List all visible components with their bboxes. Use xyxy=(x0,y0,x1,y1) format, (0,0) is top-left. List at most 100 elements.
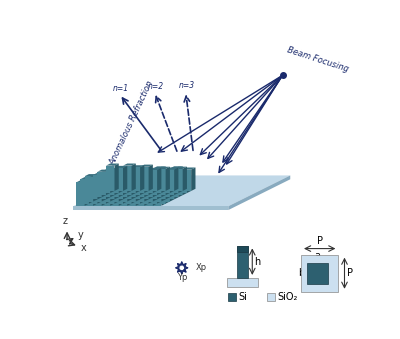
Polygon shape xyxy=(98,175,102,199)
Polygon shape xyxy=(157,177,170,179)
Polygon shape xyxy=(183,167,187,191)
Polygon shape xyxy=(144,171,148,197)
Polygon shape xyxy=(148,168,161,170)
Polygon shape xyxy=(161,181,166,206)
Polygon shape xyxy=(161,170,174,172)
Polygon shape xyxy=(148,170,157,191)
Polygon shape xyxy=(153,178,161,201)
Polygon shape xyxy=(119,174,132,176)
Polygon shape xyxy=(178,170,191,172)
Polygon shape xyxy=(93,173,106,175)
Polygon shape xyxy=(153,181,166,183)
Polygon shape xyxy=(183,167,196,170)
Polygon shape xyxy=(153,183,161,206)
Polygon shape xyxy=(123,179,132,199)
Polygon shape xyxy=(119,180,132,182)
Polygon shape xyxy=(144,178,148,201)
Polygon shape xyxy=(102,179,110,201)
Polygon shape xyxy=(157,168,161,191)
Polygon shape xyxy=(73,206,228,210)
Polygon shape xyxy=(123,172,136,174)
Polygon shape xyxy=(174,173,183,195)
Polygon shape xyxy=(110,172,114,197)
Polygon shape xyxy=(140,176,148,199)
Polygon shape xyxy=(80,179,89,204)
Polygon shape xyxy=(110,170,114,193)
Text: Yp: Yp xyxy=(176,274,187,282)
Text: P: P xyxy=(317,236,323,246)
Polygon shape xyxy=(148,174,161,176)
Bar xyxy=(237,245,248,278)
Polygon shape xyxy=(119,175,123,201)
Polygon shape xyxy=(170,173,183,175)
Text: SiO₂: SiO₂ xyxy=(277,292,298,302)
Polygon shape xyxy=(110,171,123,173)
Polygon shape xyxy=(123,180,136,182)
Text: n=3: n=3 xyxy=(178,81,194,90)
Polygon shape xyxy=(93,174,98,201)
Polygon shape xyxy=(106,178,110,204)
Text: h: h xyxy=(254,257,261,267)
Polygon shape xyxy=(93,180,106,182)
Polygon shape xyxy=(110,177,114,201)
Polygon shape xyxy=(89,177,98,199)
Polygon shape xyxy=(85,176,93,201)
Polygon shape xyxy=(144,174,157,176)
Polygon shape xyxy=(153,166,166,168)
Polygon shape xyxy=(102,180,114,182)
Bar xyxy=(301,255,338,292)
Polygon shape xyxy=(106,166,114,191)
Polygon shape xyxy=(127,183,136,206)
Polygon shape xyxy=(166,167,178,170)
Polygon shape xyxy=(136,180,144,201)
Polygon shape xyxy=(106,179,114,204)
Polygon shape xyxy=(85,182,93,206)
Polygon shape xyxy=(140,165,153,167)
Polygon shape xyxy=(153,168,161,193)
Polygon shape xyxy=(140,174,148,195)
Polygon shape xyxy=(157,171,170,173)
Polygon shape xyxy=(157,169,161,195)
Polygon shape xyxy=(144,169,148,193)
Polygon shape xyxy=(140,171,144,195)
Polygon shape xyxy=(178,166,183,193)
Polygon shape xyxy=(136,171,148,173)
Polygon shape xyxy=(106,170,110,195)
Polygon shape xyxy=(93,175,106,177)
Polygon shape xyxy=(127,172,136,193)
Polygon shape xyxy=(183,171,187,195)
Polygon shape xyxy=(144,178,157,180)
Polygon shape xyxy=(114,166,127,168)
Polygon shape xyxy=(170,175,178,197)
Polygon shape xyxy=(106,172,114,195)
Polygon shape xyxy=(136,169,148,171)
Polygon shape xyxy=(140,181,144,204)
Polygon shape xyxy=(178,172,187,193)
Polygon shape xyxy=(110,175,123,177)
Polygon shape xyxy=(102,175,106,201)
Polygon shape xyxy=(106,174,119,177)
Polygon shape xyxy=(157,174,161,199)
Polygon shape xyxy=(132,180,136,204)
Polygon shape xyxy=(102,172,114,175)
Polygon shape xyxy=(119,167,132,169)
Polygon shape xyxy=(161,166,166,193)
Polygon shape xyxy=(110,183,119,206)
Polygon shape xyxy=(144,179,148,206)
Polygon shape xyxy=(174,173,178,199)
Polygon shape xyxy=(166,170,178,172)
Polygon shape xyxy=(114,180,127,182)
Text: Si: Si xyxy=(238,292,247,302)
Polygon shape xyxy=(106,177,114,199)
Polygon shape xyxy=(166,177,170,204)
Polygon shape xyxy=(153,176,166,178)
Bar xyxy=(307,263,328,284)
Polygon shape xyxy=(102,175,110,197)
Polygon shape xyxy=(127,170,140,172)
Polygon shape xyxy=(170,173,174,197)
Polygon shape xyxy=(136,181,144,206)
Polygon shape xyxy=(110,170,123,172)
Polygon shape xyxy=(98,178,102,204)
Polygon shape xyxy=(93,182,102,206)
Polygon shape xyxy=(144,180,153,206)
